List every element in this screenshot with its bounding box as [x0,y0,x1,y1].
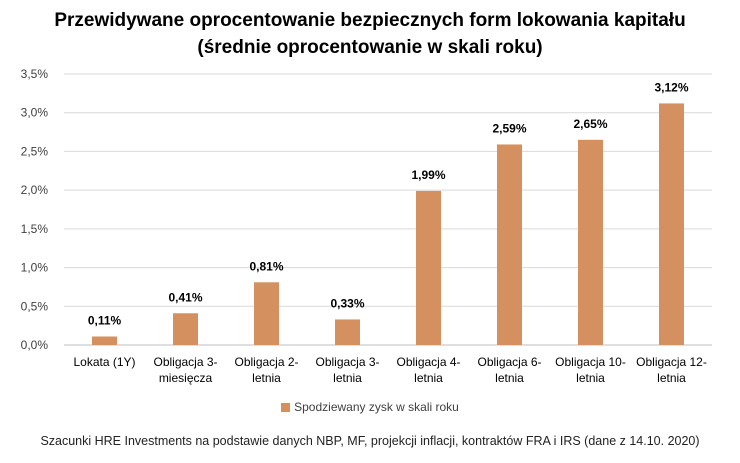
bar [416,190,441,345]
y-tick-label: 2,0% [21,183,49,197]
y-tick-label: 2,5% [21,144,49,158]
legend: Spodziewany zysk w skali roku [0,400,740,414]
x-tick-label: Lokata (1Y) [73,355,135,369]
x-tick-label: Obligacja 3- [153,355,217,369]
data-label: 0,41% [168,290,202,304]
bar [578,139,603,345]
x-tick-label: letnia [576,371,605,385]
legend-label: Spodziewany zysk w skali roku [294,400,459,414]
data-label: 3,12% [654,80,688,94]
bar [92,336,117,345]
data-label: 2,65% [573,117,607,131]
bar [254,282,279,345]
x-tick-label: Obligacja 10- [555,355,626,369]
bar [497,144,522,345]
data-label: 0,33% [330,296,364,310]
data-label: 0,81% [249,259,283,273]
legend-swatch [281,403,291,412]
bar [659,103,684,346]
x-tick-label: letnia [657,371,686,385]
x-tick-label: letnia [333,371,362,385]
bar [173,313,198,345]
data-label: 0,11% [88,313,122,327]
x-tick-label: miesięcza [159,371,213,385]
bar [335,319,360,345]
y-tick-label: 3,0% [21,106,49,120]
y-tick-label: 0,5% [21,299,49,313]
chart-subtitle: (średnie oprocentowanie w skali roku) [197,37,543,58]
chart-title: Przewidywane oprocentowanie bezpiecznych… [54,10,686,31]
y-tick-label: 1,0% [21,261,49,275]
x-tick-label: Obligacja 2- [234,355,298,369]
data-label: 1,99% [411,168,445,182]
x-tick-label: Obligacja 6- [477,355,541,369]
x-tick-label: Obligacja 4- [396,355,460,369]
y-tick-label: 1,5% [21,222,49,236]
data-label: 2,59% [492,121,526,135]
source-footnote: Szacunki HRE Investments na podstawie da… [40,434,700,448]
x-tick-label: Obligacja 3- [315,355,379,369]
x-tick-label: Obligacja 12- [636,355,707,369]
y-tick-label: 0,0% [21,338,49,352]
y-tick-label: 3,5% [21,67,49,81]
x-tick-label: letnia [414,371,443,385]
x-tick-label: letnia [252,371,281,385]
x-tick-label: letnia [495,371,524,385]
